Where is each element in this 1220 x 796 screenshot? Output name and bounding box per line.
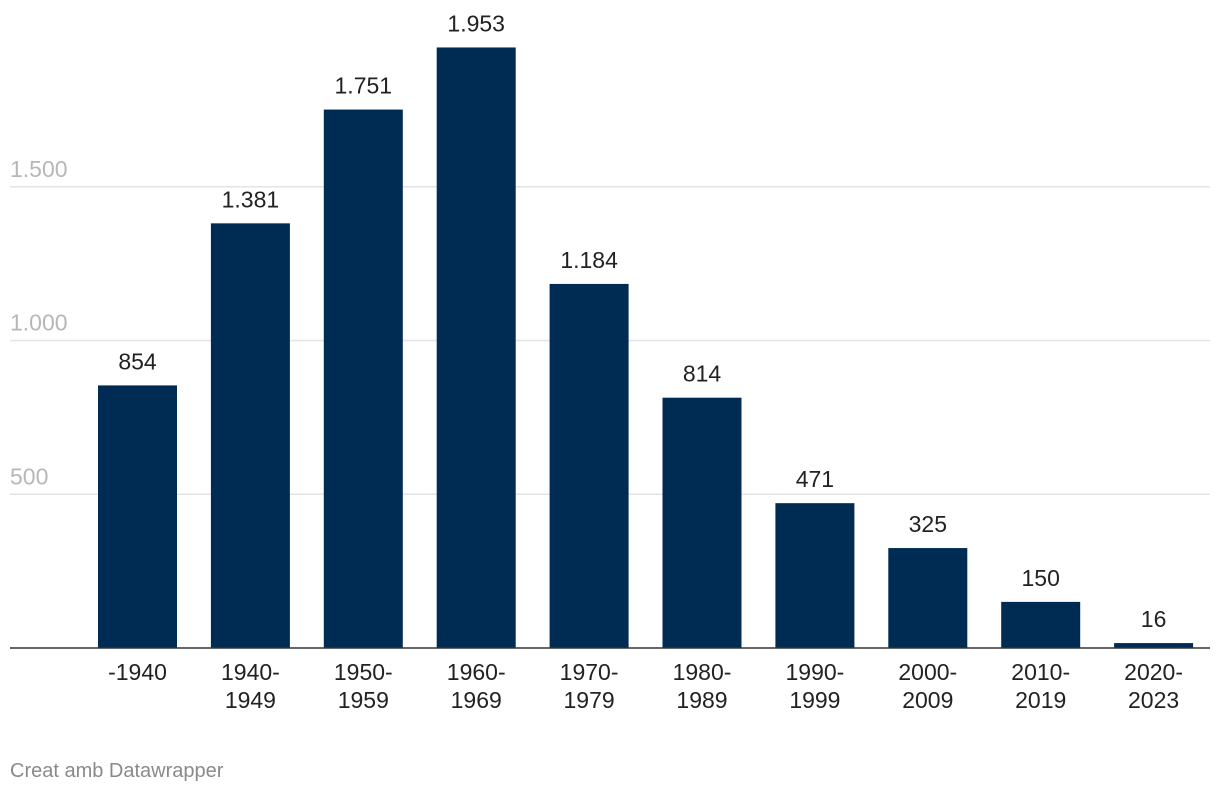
x-tick-label: 1980-1989 — [673, 659, 732, 713]
x-tick-label: 1950-1959 — [334, 659, 393, 713]
x-tick-line: 2010- — [1011, 659, 1070, 685]
x-tick-label: 2010-2019 — [1011, 659, 1070, 713]
bar — [549, 283, 629, 648]
bars — [98, 47, 1194, 648]
x-tick-label: 2020-2023 — [1124, 659, 1183, 713]
x-tick-line: 1979 — [564, 687, 615, 713]
value-label: 1.184 — [560, 247, 618, 273]
x-tick-line: 1950- — [334, 659, 393, 685]
value-label: 1.381 — [222, 186, 280, 212]
bar — [436, 47, 516, 648]
x-tick-line: 1989 — [676, 687, 727, 713]
value-labels: 854 1.381 1.751 1.953 1.184 814 471 325 150 16 — [118, 10, 1166, 632]
x-tick-label: 2000-2009 — [898, 659, 957, 713]
x-tick-line: 1980- — [673, 659, 732, 685]
x-tick-label: 1970-1979 — [560, 659, 619, 713]
x-tick-line: 1940- — [221, 659, 280, 685]
x-tick-line: 1959 — [338, 687, 389, 713]
x-tick-line: 2019 — [1015, 687, 1066, 713]
x-tick-label: 1940-1949 — [221, 659, 280, 713]
bar — [888, 548, 968, 648]
bar — [98, 385, 177, 648]
x-tick-line: 2020- — [1124, 659, 1183, 685]
value-label: 150 — [1022, 565, 1060, 591]
value-label: 471 — [796, 466, 834, 492]
x-tick-label: -1940 — [108, 659, 167, 685]
x-tick-line: 1990- — [785, 659, 844, 685]
x-tick-line: 2009 — [902, 687, 953, 713]
credit-text: Creat amb Datawrapper — [10, 760, 224, 782]
bar — [1114, 643, 1194, 648]
bar — [210, 223, 290, 648]
x-tick-line: -1940 — [108, 659, 167, 685]
value-label: 16 — [1141, 606, 1167, 632]
x-tick-line: 1969 — [451, 687, 502, 713]
bar — [775, 503, 855, 648]
value-label: 814 — [683, 361, 722, 387]
value-label: 854 — [118, 348, 157, 374]
x-axis-ticks: -1940 1940-1949 1950-1959 1960-1969 1970-197… — [108, 659, 1183, 713]
x-tick-line: 2023 — [1128, 687, 1179, 713]
y-axis-ticks: 500 1.000 1.500 — [10, 156, 68, 490]
x-tick-line: 1970- — [560, 659, 619, 685]
value-label: 1.953 — [447, 10, 505, 36]
x-tick-line: 1949 — [225, 687, 276, 713]
x-tick-line: 1960- — [447, 659, 506, 685]
x-tick-line: 1999 — [789, 687, 840, 713]
y-tick-label: 500 — [10, 463, 48, 489]
y-tick-label: 1.000 — [10, 310, 68, 336]
value-label: 1.751 — [335, 73, 393, 99]
x-tick-label: 1990-1999 — [785, 659, 844, 713]
y-tick-label: 1.500 — [10, 156, 68, 182]
bar — [1001, 601, 1081, 648]
value-label: 325 — [909, 511, 947, 537]
bar — [323, 109, 403, 648]
bar — [662, 397, 742, 648]
x-tick-label: 1960-1969 — [447, 659, 506, 713]
x-tick-line: 2000- — [898, 659, 957, 685]
